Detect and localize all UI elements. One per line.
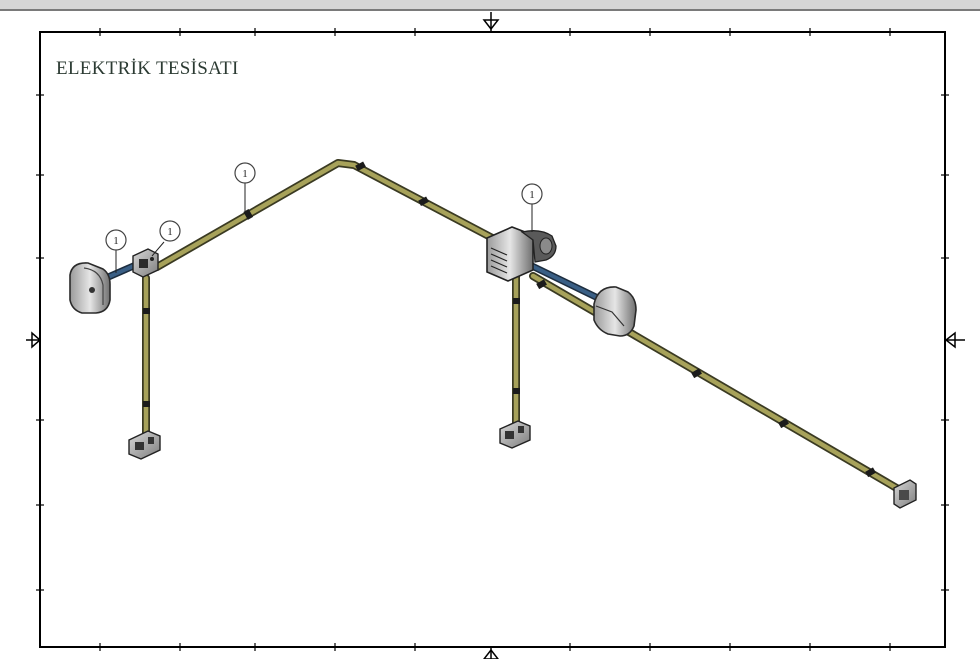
conduit-fittings — [143, 161, 876, 478]
callout-tag-label: 1 — [113, 235, 119, 247]
top-shadow-band — [0, 0, 980, 10]
frame-ticks — [36, 28, 949, 651]
center-socket-box — [499, 420, 531, 449]
callout-tag-2: 1 — [105, 229, 127, 273]
center-mark-right — [944, 331, 965, 349]
center-mark-bottom — [483, 646, 499, 659]
callout-tag-3: 1 — [151, 220, 181, 257]
callout-tag-1: 1 — [234, 162, 256, 212]
end-switch-box — [893, 479, 917, 509]
right-lamp-fixture — [593, 286, 637, 337]
callout-tag-label: 1 — [167, 226, 173, 238]
drawing-title: ELEKTRİK TESİSATI — [56, 58, 239, 79]
callout-tag-4: 1 — [521, 183, 543, 232]
callout-tags: 1 1 1 1 — [105, 162, 543, 273]
centering-marks — [26, 12, 965, 659]
callout-tag-label: 1 — [529, 189, 535, 201]
left-socket-box — [128, 430, 161, 460]
left-lamp-fixture — [69, 262, 111, 314]
top-shadow-line — [0, 9, 980, 11]
callout-tag-label: 1 — [242, 168, 248, 180]
center-mark-left — [26, 331, 42, 349]
left-junction-box — [132, 248, 159, 278]
drawing-frame — [39, 31, 946, 648]
distribution-panel — [486, 226, 557, 282]
cable-runs — [102, 260, 604, 303]
center-mark-top — [482, 12, 500, 33]
